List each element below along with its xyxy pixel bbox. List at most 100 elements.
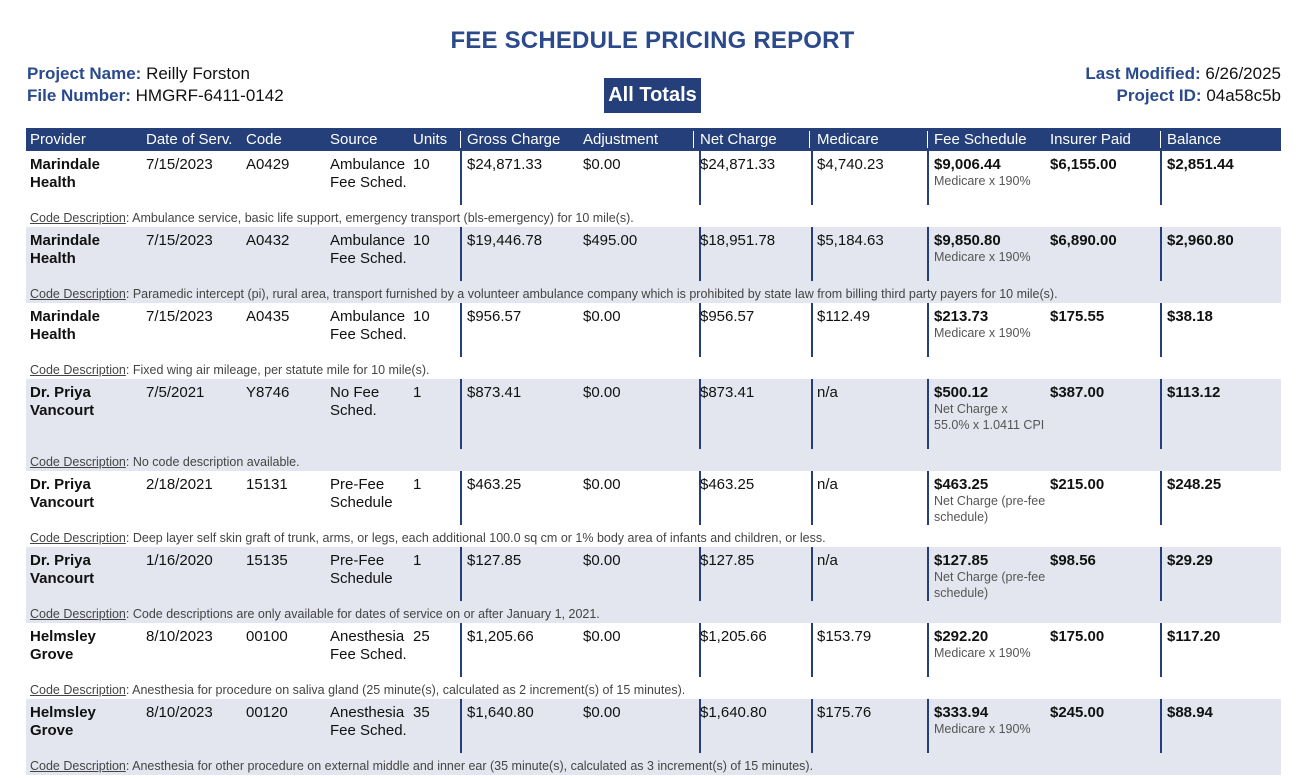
cell-date: 8/10/2023 xyxy=(146,628,213,645)
code-description-text: : No code description available. xyxy=(125,455,300,469)
column-divider xyxy=(460,623,462,677)
cell-provider: Marindale Health xyxy=(30,232,101,267)
cell-fee-schedule: $463.25 Net Charge (pre-fee schedule) xyxy=(934,476,1046,525)
column-divider xyxy=(699,151,701,205)
cell-date: 2/18/2021 xyxy=(146,476,213,493)
cell-gross-charge: $1,205.66 xyxy=(467,628,534,645)
cell-fee-schedule: $127.85 Net Charge (pre-fee schedule) xyxy=(934,552,1046,601)
cell-balance: $113.12 xyxy=(1167,384,1221,401)
cell-source: Anesthesia Fee Sched. xyxy=(330,704,407,739)
cell-gross-charge: $956.57 xyxy=(467,308,522,325)
cell-medicare: n/a xyxy=(817,552,838,569)
column-divider xyxy=(811,623,813,677)
cell-code: 15135 xyxy=(246,552,288,569)
cell-balance: $38.18 xyxy=(1167,308,1213,325)
table-row: Marindale Health 7/15/2023 A0432 Ambulance … xyxy=(26,227,1281,303)
column-divider xyxy=(927,699,929,753)
column-divider xyxy=(811,303,813,357)
cell-insurer-paid: $6,890.00 xyxy=(1050,232,1117,249)
column-divider xyxy=(1160,623,1162,677)
code-description: Code Description: Paramedic intercept (p… xyxy=(30,287,1058,302)
code-description-text: : Anesthesia for other procedure on exte… xyxy=(125,759,814,773)
fee-schedule-note: Medicare x 190% xyxy=(934,646,1031,660)
cell-date: 1/16/2020 xyxy=(146,552,213,569)
fee-schedule-note: Medicare x 190% xyxy=(934,326,1031,340)
column-divider xyxy=(811,547,813,601)
header-divider xyxy=(460,131,461,148)
pricing-table: Provider Date of Serv. Code Source Units… xyxy=(26,128,1281,775)
cell-balance: $117.20 xyxy=(1167,628,1221,645)
header-insurer-paid: Insurer Paid xyxy=(1050,131,1131,148)
column-divider xyxy=(927,227,929,281)
cell-provider: Dr. Priya Vancourt xyxy=(30,476,95,511)
fee-schedule-amount: $9,006.44 xyxy=(934,156,1001,173)
header-divider xyxy=(809,131,810,148)
fee-schedule-amount: $292.20 xyxy=(934,628,989,645)
code-description: Code Description: Anesthesia for other p… xyxy=(30,759,813,774)
cell-gross-charge: $127.85 xyxy=(467,552,522,569)
cell-insurer-paid: $245.00 xyxy=(1050,704,1105,721)
code-description-label: Code Description xyxy=(30,607,126,621)
fee-schedule-amount: $500.12 xyxy=(934,384,989,401)
column-divider xyxy=(1160,471,1162,525)
cell-source: Ambulance Fee Sched. xyxy=(330,156,407,191)
cell-date: 8/10/2023 xyxy=(146,704,213,721)
fee-schedule-amount: $9,850.80 xyxy=(934,232,1001,249)
table-row: Marindale Health 7/15/2023 A0429 Ambulance … xyxy=(26,151,1281,227)
column-divider xyxy=(927,379,929,449)
code-description-label: Code Description xyxy=(30,531,126,545)
cell-fee-schedule: $500.12 Net Charge x 55.0% x 1.0411 CPI xyxy=(934,384,1046,433)
cell-gross-charge: $24,871.33 xyxy=(467,156,543,173)
cell-net-charge: $1,205.66 xyxy=(700,628,767,645)
cell-net-charge: $873.41 xyxy=(700,384,755,401)
cell-code: A0432 xyxy=(246,232,290,249)
cell-units: 10 xyxy=(413,308,430,325)
cell-fee-schedule: $292.20 Medicare x 190% xyxy=(934,628,1046,662)
cell-medicare: n/a xyxy=(817,384,838,401)
project-id-value: 04a58c5b xyxy=(1206,86,1281,105)
cell-medicare: $175.76 xyxy=(817,704,872,721)
table-row: Dr. Priya Vancourt 1/16/2020 15135 Pre-Fee … xyxy=(26,547,1281,623)
header-code: Code xyxy=(246,131,282,148)
cell-date: 7/15/2023 xyxy=(146,232,213,249)
cell-insurer-paid: $175.00 xyxy=(1050,628,1105,645)
cell-net-charge: $1,640.80 xyxy=(700,704,767,721)
cell-net-charge: $127.85 xyxy=(700,552,755,569)
fee-schedule-amount: $463.25 xyxy=(934,476,989,493)
cell-units: 1 xyxy=(413,384,422,401)
cell-net-charge: $24,871.33 xyxy=(700,156,776,173)
header-medicare: Medicare xyxy=(817,131,879,148)
header-divider xyxy=(693,131,694,148)
cell-fee-schedule: $213.73 Medicare x 190% xyxy=(934,308,1046,342)
cell-adjustment: $0.00 xyxy=(583,384,621,401)
header-date: Date of Serv. xyxy=(146,131,233,148)
column-divider xyxy=(1160,151,1162,205)
cell-balance: $2,960.80 xyxy=(1167,232,1234,249)
cell-adjustment: $0.00 xyxy=(583,308,621,325)
cell-balance: $248.25 xyxy=(1167,476,1222,493)
cell-net-charge: $956.57 xyxy=(700,308,755,325)
project-name-value: Reilly Forston xyxy=(146,64,250,83)
code-description-text: : Code descriptions are only available f… xyxy=(125,607,600,621)
column-divider xyxy=(1160,227,1162,281)
column-divider xyxy=(811,379,813,449)
cell-date: 7/5/2021 xyxy=(146,384,205,401)
column-divider xyxy=(460,151,462,205)
cell-code: 00120 xyxy=(246,704,288,721)
column-divider xyxy=(460,547,462,601)
cell-insurer-paid: $387.00 xyxy=(1050,384,1105,401)
column-divider xyxy=(699,227,701,281)
code-description: Code Description: Fixed wing air mileage… xyxy=(30,363,429,378)
code-description-text: : Ambulance service, basic life support,… xyxy=(125,211,634,225)
cell-adjustment: $0.00 xyxy=(583,552,621,569)
header-net: Net Charge xyxy=(700,131,777,148)
column-divider xyxy=(699,379,701,449)
column-divider xyxy=(1160,699,1162,753)
cell-source: Ambulance Fee Sched. xyxy=(330,308,407,343)
code-description-label: Code Description xyxy=(30,211,126,225)
header-provider: Provider xyxy=(30,131,86,148)
column-divider xyxy=(927,471,929,525)
cell-units: 35 xyxy=(413,704,430,721)
column-divider xyxy=(699,699,701,753)
table-row: Helmsley Grove 8/10/2023 00100 Anesthesia F… xyxy=(26,623,1281,699)
